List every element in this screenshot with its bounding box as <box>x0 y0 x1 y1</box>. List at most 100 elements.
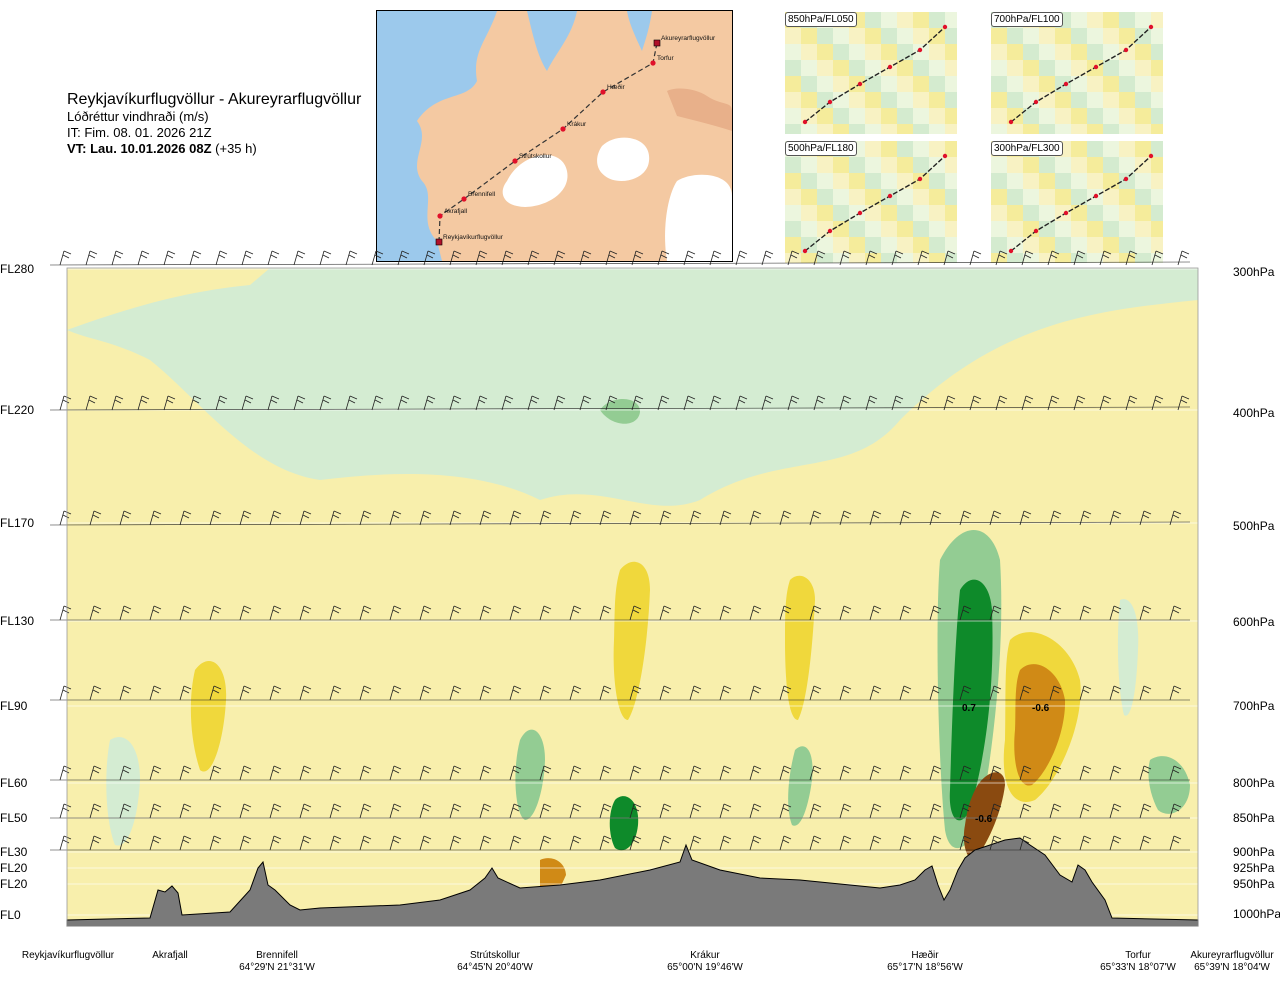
thumb-shade-cell <box>1071 221 1087 237</box>
barb-feather <box>1129 395 1138 400</box>
thumb-300hpa[interactable]: 300hPa/FL300 <box>991 141 1163 263</box>
barb-feather <box>1102 254 1110 259</box>
barb-feather <box>63 765 72 770</box>
barb-staff <box>631 395 637 411</box>
barb-feather <box>152 769 160 774</box>
barb-feather <box>843 803 852 808</box>
barb-staff <box>539 605 545 621</box>
thumb-shade-cell <box>1119 92 1135 108</box>
barb-feather <box>453 510 462 515</box>
barb-feather <box>873 605 882 610</box>
barb-feather <box>153 835 162 840</box>
barb-feather <box>738 399 746 404</box>
thumb-route-point <box>1063 210 1069 216</box>
thumb-shade-cell <box>849 92 865 108</box>
wind-barb <box>1019 835 1032 851</box>
thumb-shade-cell <box>1039 108 1055 124</box>
barb-staff <box>419 835 425 851</box>
barb-feather <box>93 803 102 808</box>
barb-staff <box>579 250 585 266</box>
barb-feather <box>122 807 130 812</box>
station-coord: 64°29'N 21°31'W <box>239 962 315 973</box>
thumb-shade-cell <box>1023 189 1039 205</box>
barb-feather <box>573 685 582 690</box>
thumb-shade-cell <box>1103 28 1119 44</box>
barb-feather <box>303 510 312 515</box>
wind-barb <box>269 835 282 851</box>
barb-staff <box>509 605 515 621</box>
barb-feather <box>902 807 910 812</box>
barb-staff <box>579 395 585 411</box>
wind-barb <box>509 510 522 526</box>
thumb-shade-cell <box>1119 141 1135 157</box>
barb-feather <box>573 765 582 770</box>
route-waypoint-marker <box>461 196 467 202</box>
barb-feather <box>663 765 672 770</box>
wind-barb <box>1073 395 1086 411</box>
thumb-shade-cell <box>881 92 897 108</box>
barb-feather <box>332 689 340 694</box>
downdraft-core-strutskollur <box>540 858 566 888</box>
thumb-shade-cell <box>865 124 881 134</box>
barb-feather <box>1155 395 1164 400</box>
barb-staff <box>59 605 65 621</box>
station-coord: 65°17'N 18°56'W <box>887 962 963 973</box>
thumb-shade-cell <box>1055 124 1071 134</box>
barb-feather <box>1022 689 1030 694</box>
thumb-shade-cell <box>1039 76 1055 92</box>
barb-feather <box>62 254 70 259</box>
barb-feather <box>426 399 434 404</box>
wind-barb <box>1079 510 1092 526</box>
thumb-shade-cell <box>929 157 945 173</box>
wind-barb <box>163 250 176 266</box>
barb-staff <box>779 803 785 819</box>
barb-feather <box>1024 399 1032 404</box>
barb-feather <box>349 250 358 255</box>
thumb-shade-cell <box>929 189 945 205</box>
barb-feather <box>183 510 192 515</box>
wind-barb <box>89 835 102 851</box>
barb-feather <box>872 689 880 694</box>
thumb-850hpa[interactable]: 850hPa/FL050 <box>785 12 957 134</box>
issue-time: IT: Fim. 08. 01. 2026 21Z <box>67 125 212 140</box>
thumb-shade-cell <box>991 173 1007 189</box>
barb-feather <box>812 689 820 694</box>
thumb-shade-cell <box>929 76 945 92</box>
thumb-shade-cell <box>1071 124 1087 134</box>
barb-staff <box>179 835 185 851</box>
barb-staff <box>689 510 695 526</box>
thumb-500hpa[interactable]: 500hPa/FL180 <box>785 141 957 263</box>
thumb-700hpa[interactable]: 700hPa/FL100 <box>991 12 1163 134</box>
barb-feather <box>693 803 702 808</box>
thumb-shade-cell <box>1023 28 1039 44</box>
barb-feather <box>1022 514 1030 519</box>
barb-staff <box>509 803 515 819</box>
barb-feather <box>393 835 402 840</box>
barb-staff <box>809 803 815 819</box>
barb-staff <box>215 250 221 266</box>
barb-staff <box>839 250 845 266</box>
wind-barb <box>527 395 540 411</box>
wind-barb <box>1169 765 1182 781</box>
barb-feather <box>212 514 220 519</box>
barb-feather <box>962 769 970 774</box>
barb-staff <box>475 250 481 266</box>
thumb-shade-cell <box>865 28 881 44</box>
thumb-shade-cell <box>881 12 897 28</box>
barb-feather <box>692 609 700 614</box>
barb-feather <box>1180 254 1188 259</box>
barb-staff <box>929 803 935 819</box>
barb-feather <box>92 514 100 519</box>
barb-staff <box>709 250 715 266</box>
wind-barb <box>629 605 642 621</box>
wind-barb <box>267 395 280 411</box>
wind-barb <box>449 803 462 819</box>
barb-staff <box>809 835 815 851</box>
thumb-shade-cell <box>1087 173 1103 189</box>
station-strutskollur: Strútskollur 64°45'N 20°40'W <box>457 950 533 974</box>
wind-barb <box>779 835 792 851</box>
barb-feather <box>963 765 972 770</box>
barb-feather <box>243 685 252 690</box>
thumb-route-point <box>1063 81 1069 87</box>
wind-barb <box>359 510 372 526</box>
